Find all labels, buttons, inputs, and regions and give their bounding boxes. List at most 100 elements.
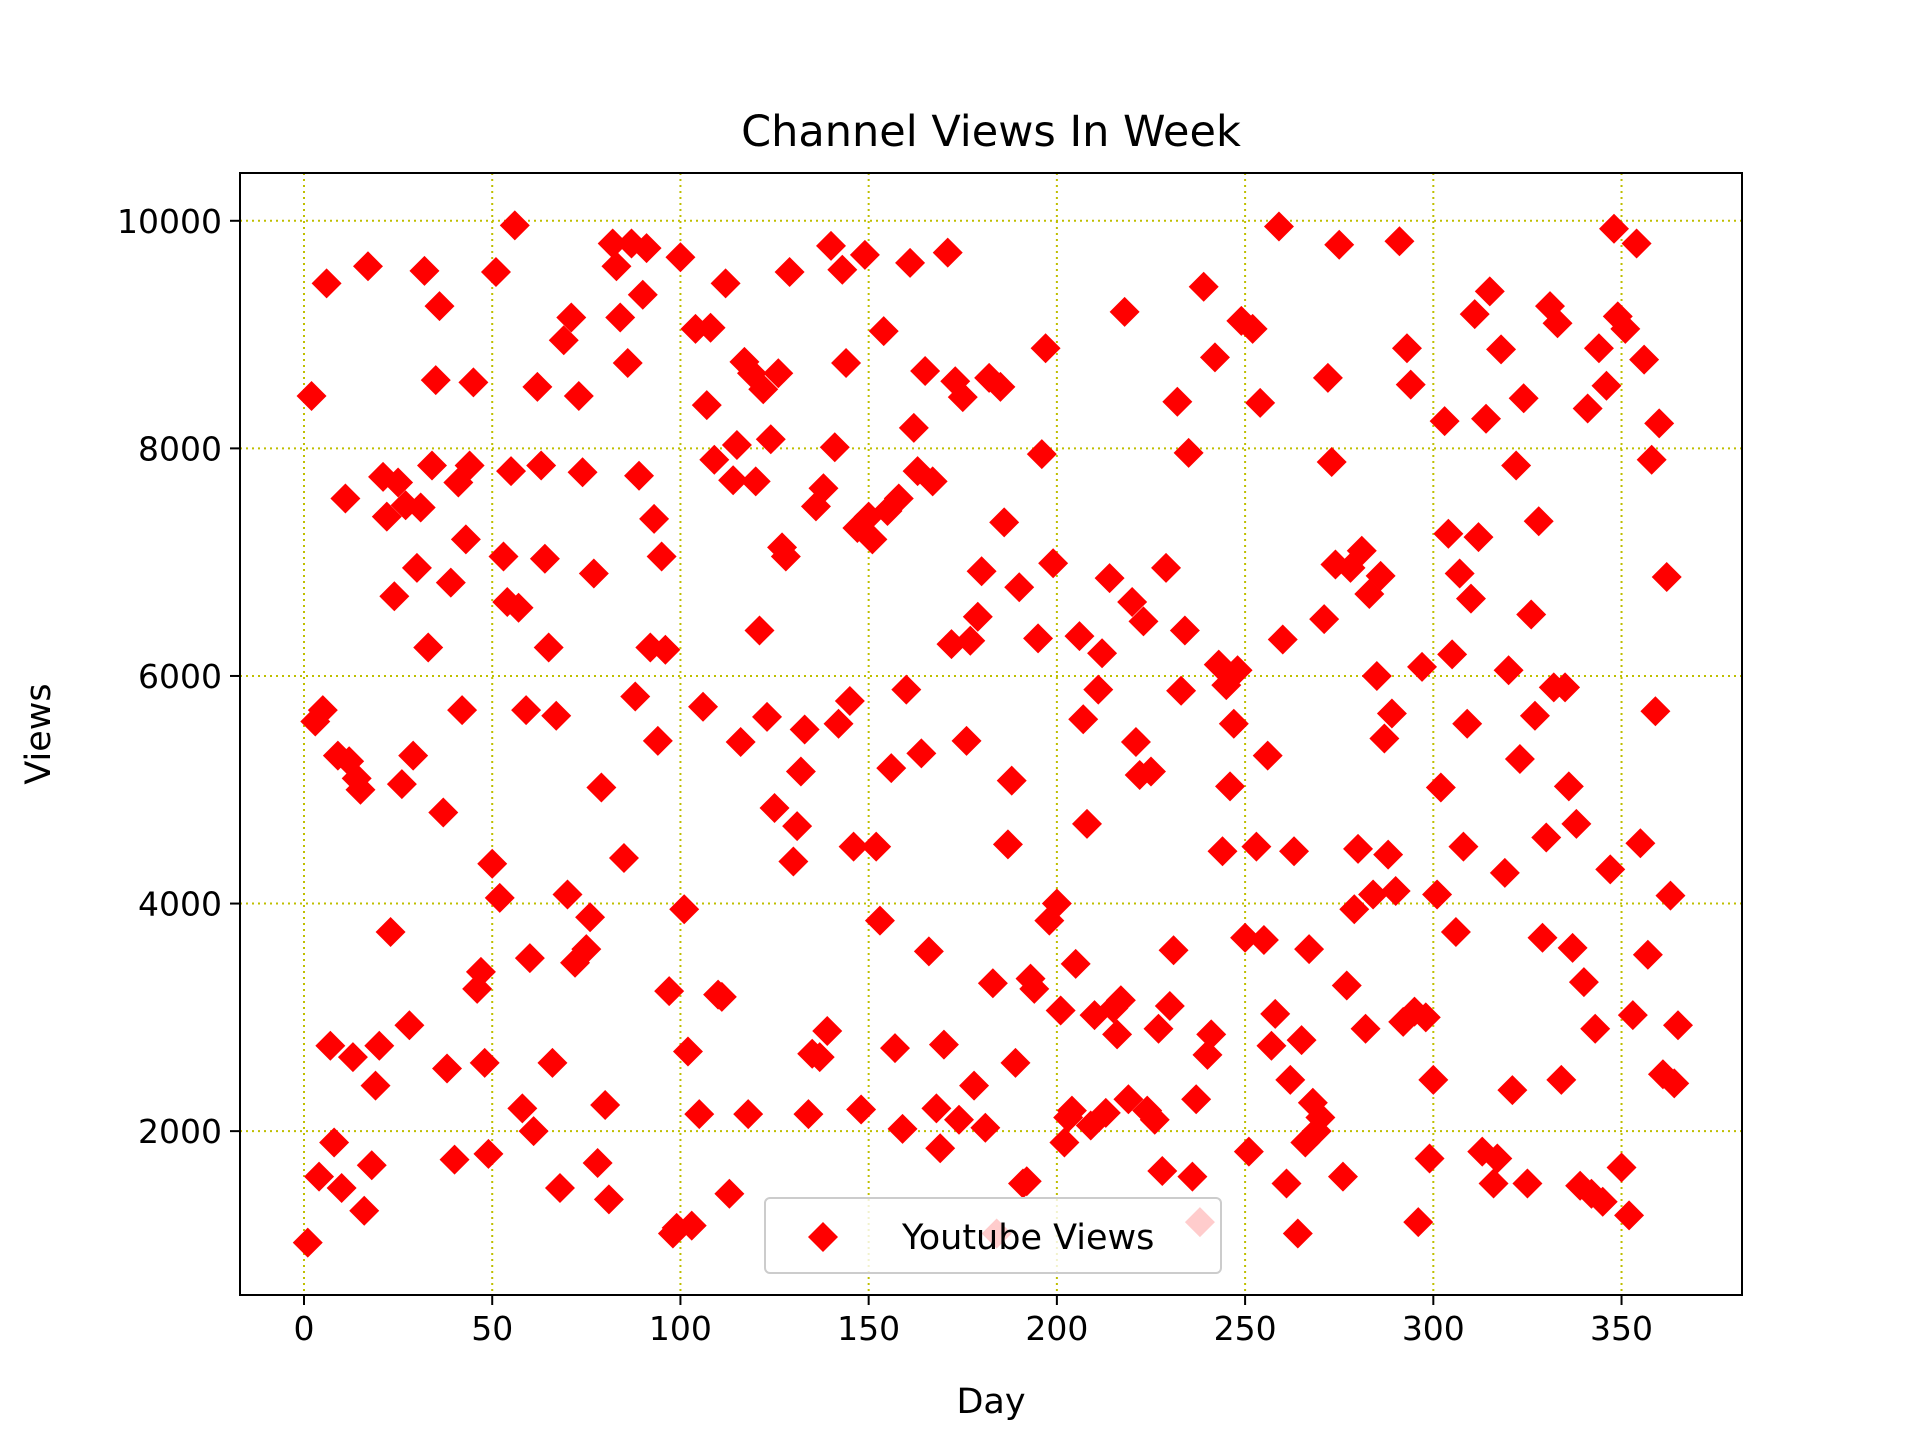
data-point xyxy=(1595,854,1626,885)
data-point xyxy=(1640,696,1671,727)
y-axis-label: Views xyxy=(19,683,59,784)
data-point xyxy=(1312,362,1343,393)
data-point xyxy=(910,356,941,386)
data-point xyxy=(782,811,813,842)
data-point xyxy=(1026,439,1057,470)
data-point xyxy=(695,312,726,343)
data-point xyxy=(864,905,895,936)
data-point xyxy=(831,348,862,379)
data-point xyxy=(1418,1064,1449,1095)
data-point xyxy=(1636,444,1667,475)
data-point xyxy=(1331,970,1362,1001)
data-point xyxy=(593,1184,624,1215)
data-point xyxy=(880,1033,911,1064)
data-point xyxy=(590,1089,621,1120)
data-point xyxy=(386,769,417,800)
data-point xyxy=(1361,660,1392,691)
data-point xyxy=(571,934,602,965)
data-point xyxy=(906,738,937,769)
data-point xyxy=(849,239,880,270)
data-point xyxy=(352,251,383,282)
data-point xyxy=(672,1036,703,1067)
data-point xyxy=(1230,922,1261,953)
data-point xyxy=(1215,771,1246,802)
data-point xyxy=(718,465,749,496)
data-point xyxy=(1339,894,1370,925)
legend: Youtube Views xyxy=(764,1197,1222,1274)
data-point xyxy=(1422,879,1453,910)
data-point xyxy=(526,450,557,481)
data-point xyxy=(409,255,440,286)
data-point xyxy=(1233,1136,1264,1167)
data-point xyxy=(1038,548,1069,579)
data-point xyxy=(454,450,485,481)
data-point xyxy=(1248,924,1279,955)
data-point xyxy=(477,848,508,879)
data-point xyxy=(1471,403,1502,434)
data-point xyxy=(450,524,481,555)
data-point xyxy=(360,1070,391,1101)
data-point xyxy=(1128,606,1159,637)
data-point xyxy=(1629,344,1660,375)
data-point xyxy=(292,1227,323,1258)
data-point xyxy=(1350,1013,1381,1044)
data-point xyxy=(1049,1127,1080,1158)
data-point xyxy=(970,1112,1001,1143)
data-point xyxy=(1425,772,1456,803)
data-point xyxy=(1448,831,1479,862)
data-point xyxy=(861,831,892,862)
data-point xyxy=(1599,213,1630,244)
data-point xyxy=(642,725,673,756)
data-point xyxy=(898,412,929,443)
data-point xyxy=(740,466,771,497)
data-point xyxy=(1384,226,1415,257)
data-point xyxy=(1433,518,1464,549)
data-point xyxy=(563,381,594,412)
data-point xyxy=(1135,756,1166,787)
data-point xyxy=(921,1093,952,1124)
data-point xyxy=(1071,808,1102,839)
x-tick-label: 50 xyxy=(471,1309,513,1348)
data-point xyxy=(1286,1025,1317,1056)
data-point xyxy=(932,237,963,268)
data-point xyxy=(714,1178,745,1209)
data-point xyxy=(996,765,1027,796)
data-point xyxy=(345,774,376,805)
data-point xyxy=(304,1161,335,1192)
data-point xyxy=(650,634,681,665)
data-point xyxy=(296,381,327,412)
data-point xyxy=(1105,985,1136,1016)
data-point xyxy=(1158,935,1189,966)
data-point xyxy=(936,629,967,660)
data-point xyxy=(1369,723,1400,754)
data-point xyxy=(1489,857,1520,888)
data-point xyxy=(624,460,655,491)
data-point xyxy=(1429,406,1460,437)
data-point xyxy=(1373,839,1404,870)
data-point xyxy=(1316,447,1347,478)
data-point xyxy=(639,503,670,534)
data-point xyxy=(1550,672,1581,703)
axis-ticks: 0 50 100 150 200 250 300 350 2000 4000 6000 8000 100… xyxy=(117,202,1653,1348)
data-point xyxy=(533,632,564,663)
data-point xyxy=(684,1099,715,1130)
data-point xyxy=(846,1094,877,1125)
data-point xyxy=(808,473,839,504)
data-point xyxy=(992,829,1023,860)
data-point xyxy=(1147,1155,1178,1186)
data-point xyxy=(1455,583,1486,614)
y-tick-label: 2000 xyxy=(138,1112,222,1151)
data-point xyxy=(522,371,553,402)
data-point xyxy=(541,700,572,731)
data-point xyxy=(447,695,478,726)
data-point xyxy=(1493,655,1524,686)
data-point xyxy=(1068,704,1099,735)
data-point xyxy=(465,956,496,987)
data-point xyxy=(1504,744,1535,775)
data-point xyxy=(413,632,444,663)
data-point xyxy=(1587,1186,1618,1217)
data-point xyxy=(432,1053,463,1084)
data-point xyxy=(469,1047,500,1078)
data-point xyxy=(1245,387,1276,418)
data-point xyxy=(778,846,809,877)
